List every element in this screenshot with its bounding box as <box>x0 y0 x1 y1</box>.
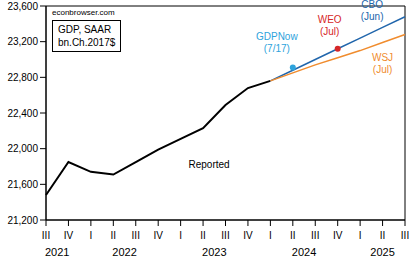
svg-text:22,000: 22,000 <box>7 143 38 154</box>
svg-text:II: II <box>290 230 296 241</box>
svg-text:22,800: 22,800 <box>7 72 38 83</box>
svg-text:III: III <box>221 230 229 241</box>
svg-text:I: I <box>269 230 272 241</box>
svg-text:III: III <box>311 230 319 241</box>
svg-text:22,400: 22,400 <box>7 108 38 119</box>
svg-text:(Jun): (Jun) <box>361 11 384 22</box>
svg-text:IV: IV <box>64 230 74 241</box>
html-text:econbrowser.com: econbrowser.com <box>52 8 115 17</box>
svg-text:(Jul): (Jul) <box>320 26 339 37</box>
svg-text:(7/17): (7/17) <box>264 43 290 54</box>
svg-text:IV: IV <box>333 230 343 241</box>
svg-text:II: II <box>111 230 117 241</box>
svg-text:WSJ: WSJ <box>372 52 393 63</box>
svg-text:CBO: CBO <box>361 0 383 10</box>
svg-text:GDPNow: GDPNow <box>256 31 298 42</box>
svg-text:23,600: 23,600 <box>7 1 38 12</box>
svg-text:I: I <box>179 230 182 241</box>
html-text:GDP, SAAR: GDP, SAAR <box>58 24 112 35</box>
svg-text:2021: 2021 <box>45 246 69 258</box>
svg-text:2024: 2024 <box>292 246 316 258</box>
svg-text:Reported: Reported <box>188 159 229 170</box>
svg-text:WEO: WEO <box>318 14 342 25</box>
svg-text:III: III <box>42 230 50 241</box>
svg-text:21,600: 21,600 <box>7 179 38 190</box>
svg-text:I: I <box>359 230 362 241</box>
svg-text:2023: 2023 <box>202 246 226 258</box>
svg-text:21,200: 21,200 <box>7 215 38 226</box>
svg-text:2025: 2025 <box>370 246 394 258</box>
svg-text:II: II <box>380 230 386 241</box>
svg-text:III: III <box>401 230 409 241</box>
svg-text:III: III <box>132 230 140 241</box>
svg-text:II: II <box>200 230 206 241</box>
svg-text:IV: IV <box>243 230 253 241</box>
svg-text:2022: 2022 <box>112 246 136 258</box>
svg-text:(Jul): (Jul) <box>373 64 392 75</box>
svg-text:I: I <box>89 230 92 241</box>
svg-text:IV: IV <box>153 230 163 241</box>
svg-text:23,200: 23,200 <box>7 36 38 47</box>
html-text:bn.Ch.2017$: bn.Ch.2017$ <box>58 37 116 48</box>
